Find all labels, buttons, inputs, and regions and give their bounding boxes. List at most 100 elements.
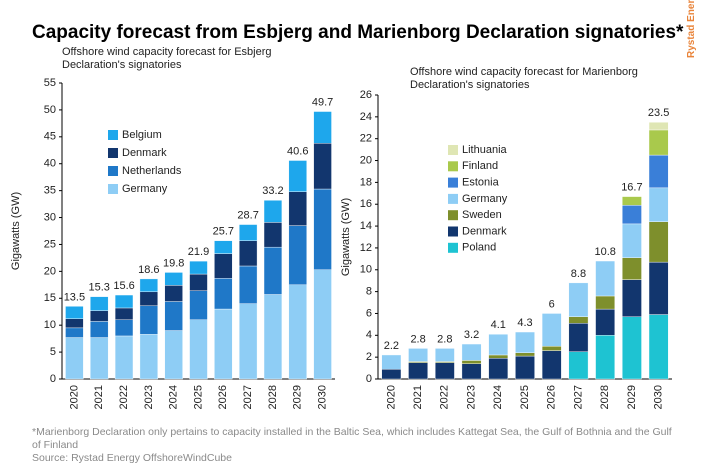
- total-label: 10.8: [594, 246, 615, 258]
- y-tick-label: 35: [44, 185, 56, 197]
- bar-segment: [648, 122, 669, 131]
- legend-label: Denmark: [122, 147, 167, 159]
- legend-swatch: [448, 242, 458, 253]
- total-label: 4.3: [517, 317, 532, 329]
- bar-segment: [488, 334, 509, 356]
- x-tick-label: 2029: [292, 385, 304, 409]
- y-tick-label: 0: [50, 373, 56, 385]
- y-axis-label: Gigawatts (GW): [340, 198, 352, 276]
- x-tick-label: 2024: [168, 385, 180, 409]
- bar-segment: [288, 225, 307, 286]
- total-label: 16.7: [621, 181, 642, 193]
- source: Source: Rystad Energy OffshoreWindCube: [32, 452, 232, 464]
- x-tick-label: 2030: [653, 385, 665, 409]
- bar-segment: [313, 188, 332, 270]
- bar-segment: [622, 279, 642, 317]
- legend-label: Belgium: [122, 129, 162, 141]
- y-tick-label: 5: [50, 346, 56, 358]
- total-label: 19.8: [163, 257, 184, 269]
- bar-segment: [488, 354, 509, 359]
- legend-label: Poland: [462, 242, 496, 254]
- bar-segment: [488, 358, 509, 380]
- bar-segment: [648, 129, 669, 156]
- bar-segment: [189, 273, 208, 291]
- bar-segment: [189, 260, 208, 275]
- x-tick-label: 2025: [192, 385, 204, 409]
- bar-segment: [622, 196, 642, 206]
- y-tick-label: 20: [44, 265, 56, 277]
- bar-segment: [90, 321, 109, 338]
- bar-segment: [434, 362, 455, 380]
- total-label: 15.6: [113, 280, 134, 292]
- bar-segment: [263, 200, 283, 223]
- bar-segment: [214, 278, 233, 310]
- bar-segment: [189, 290, 208, 321]
- bar-segment: [139, 278, 158, 293]
- bar-segment: [568, 323, 589, 352]
- legend-swatch: [448, 145, 458, 155]
- y-tick-label: 12: [360, 242, 372, 254]
- total-label: 3.2: [464, 329, 479, 341]
- bar-segment: [65, 306, 84, 319]
- legend-label: Lithuania: [462, 144, 508, 156]
- title: Capacity forecast from Esbjerg and Marie…: [32, 22, 684, 43]
- bar-segment: [90, 337, 109, 380]
- legend-swatch: [448, 226, 458, 237]
- bar-segment: [648, 314, 669, 380]
- bar-segment: [114, 335, 134, 380]
- legend-swatch: [448, 210, 458, 221]
- bar-segment: [541, 346, 562, 351]
- bar-segment: [408, 362, 428, 380]
- legend-label: Netherlands: [122, 165, 182, 177]
- bar-segment: [595, 295, 616, 310]
- legend-label: Finland: [462, 160, 498, 172]
- bar-segment: [568, 316, 589, 324]
- x-tick-label: 2020: [68, 385, 80, 409]
- subtitle: Offshore wind capacity forecast for Esbj…: [62, 46, 272, 71]
- bar-segment: [434, 348, 455, 362]
- total-label: 2.8: [410, 333, 425, 345]
- bar-segment: [541, 313, 562, 347]
- bar-segment: [313, 111, 332, 144]
- x-tick-label: 2027: [572, 385, 584, 409]
- bar-segment: [90, 310, 109, 322]
- bar-segment: [461, 363, 482, 380]
- bar-segment: [461, 343, 482, 361]
- legend-swatch: [448, 161, 458, 172]
- bar-segment: [622, 223, 642, 258]
- bar-segment: [239, 240, 258, 267]
- total-label: 33.2: [262, 185, 283, 197]
- bar-segment: [568, 282, 589, 317]
- legend-label: Germany: [122, 183, 168, 195]
- total-label: 2.2: [384, 340, 399, 352]
- bar-segment: [288, 191, 307, 226]
- x-tick-label: 2023: [465, 385, 477, 409]
- bar-segment: [214, 308, 233, 380]
- x-tick-label: 2024: [492, 385, 504, 409]
- bar-segment: [90, 296, 109, 311]
- bar-segment: [65, 337, 84, 380]
- y-tick-label: 22: [360, 133, 372, 145]
- bar-segment: [114, 319, 134, 337]
- y-tick-label: 55: [44, 77, 56, 89]
- y-tick-label: 2: [366, 351, 372, 363]
- x-tick-label: 2022: [118, 385, 130, 409]
- x-tick-label: 2023: [143, 385, 155, 409]
- subtitle: Offshore wind capacity forecast for Mari…: [410, 66, 638, 91]
- bar-segment: [313, 269, 332, 380]
- bar-segment: [515, 355, 535, 380]
- bar-segment: [648, 187, 669, 222]
- bar-segment: [288, 160, 307, 192]
- bar-segment: [461, 360, 482, 364]
- bar-segment: [164, 301, 183, 331]
- footnote: *Marienborg Declaration only pertains to…: [32, 426, 672, 451]
- bar-segment: [622, 205, 642, 225]
- logo: Rystad Energy: [686, 0, 697, 58]
- bar-segment: [139, 305, 158, 335]
- bar-segment: [288, 284, 307, 380]
- y-tick-label: 16: [360, 198, 372, 210]
- bar-segment: [515, 352, 535, 357]
- total-label: 2.8: [437, 333, 452, 345]
- bar-segment: [381, 354, 402, 370]
- total-label: 18.6: [138, 264, 159, 276]
